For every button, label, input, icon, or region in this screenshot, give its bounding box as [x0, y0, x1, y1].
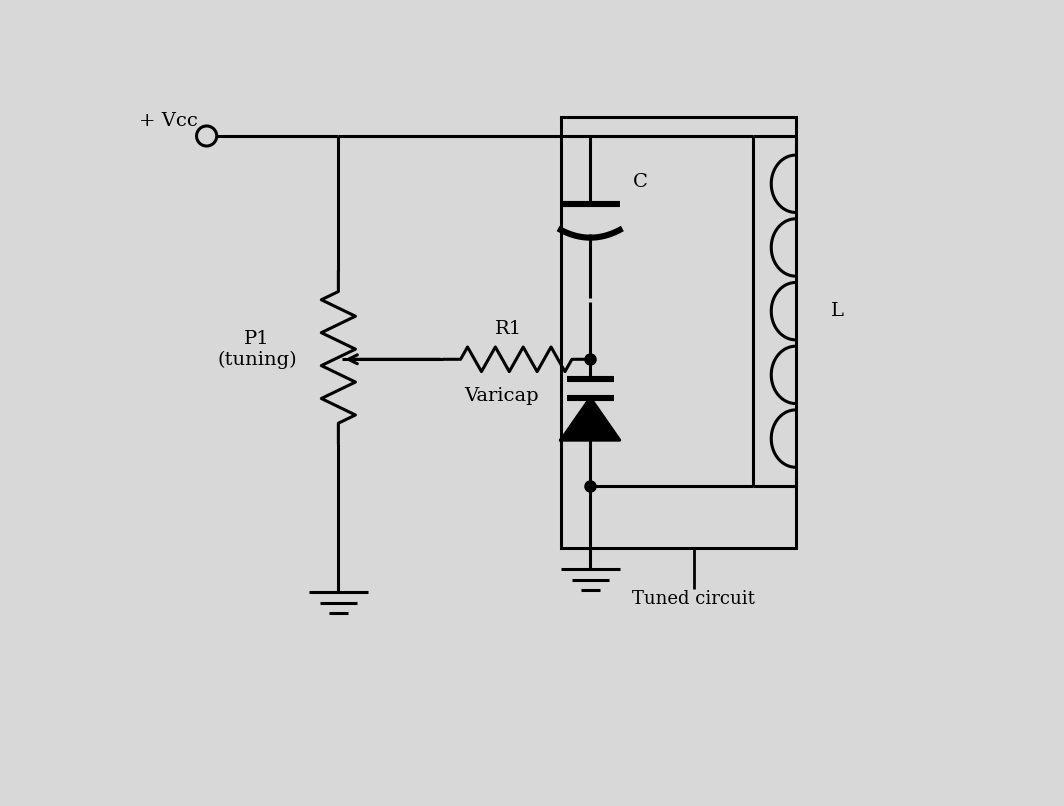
Bar — [561, 117, 796, 548]
Text: C: C — [633, 173, 648, 191]
Text: R1: R1 — [496, 320, 522, 338]
Polygon shape — [561, 398, 619, 440]
Text: Varicap: Varicap — [464, 387, 538, 405]
Text: P1
(tuning): P1 (tuning) — [217, 330, 297, 369]
Text: L: L — [831, 302, 844, 320]
Text: Tuned circuit: Tuned circuit — [632, 590, 755, 609]
Text: + Vcc: + Vcc — [139, 112, 198, 130]
